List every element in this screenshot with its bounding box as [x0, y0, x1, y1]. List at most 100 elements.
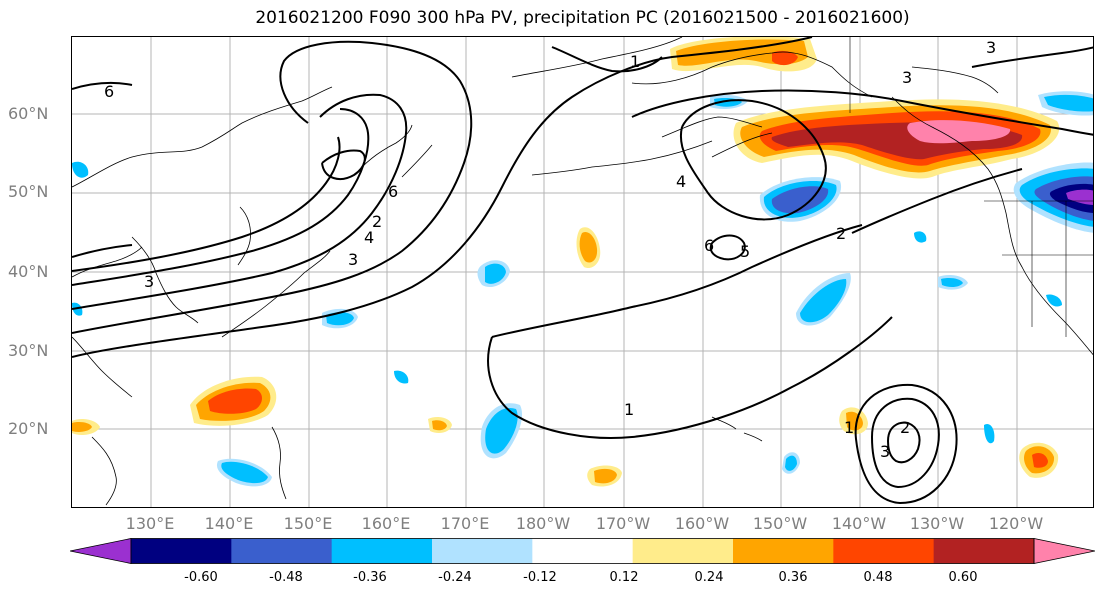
contour-label: 4 [676, 172, 686, 191]
precip-patch [914, 231, 927, 243]
contour-label: 3 [348, 250, 358, 269]
coastline-hudson [911, 66, 999, 94]
pv-contour-6 [72, 81, 746, 261]
colorbar [70, 538, 1095, 564]
coastline-korea [131, 236, 199, 324]
precip-patch [485, 263, 506, 284]
precip-patch [579, 231, 598, 263]
precip-patch [72, 422, 92, 432]
precip-patch [1046, 294, 1062, 307]
colorbar-segment [231, 538, 333, 564]
precip-patch [771, 186, 829, 214]
contour-label: 1 [630, 52, 640, 71]
pv-contour-3-inner [886, 421, 921, 464]
coastline-north-america [891, 96, 1093, 356]
precip-negative-shading [72, 91, 1093, 487]
coastline-siberia [511, 37, 683, 78]
coastline-aleutians [531, 140, 713, 176]
colorbar-tick: -0.36 [353, 570, 387, 585]
pv-contour-3-loop [870, 397, 940, 489]
precip-patch [772, 50, 798, 66]
lat-label-50n: 50°N [8, 182, 49, 201]
contour-label: 4 [364, 228, 374, 247]
colorbar-tick: 0.48 [863, 570, 893, 585]
precip-patch [72, 161, 89, 178]
pv-contour-siberia [551, 46, 1093, 73]
contour-label: 5 [740, 242, 750, 261]
colorbar-segment [933, 538, 1035, 564]
contour-labels: 6 3 3 4 2 6 1 4 6 5 1 2 2 3 1 3 3 [104, 38, 996, 461]
colorbar-tick: 0.24 [694, 570, 724, 585]
graticule [72, 37, 1093, 507]
pv-contour-2-loop [854, 383, 958, 505]
coastline-hawaii [711, 416, 763, 442]
lat-label-30n: 30°N [8, 341, 49, 360]
colorbar-segments [70, 538, 1095, 564]
precip-patch [1032, 453, 1048, 468]
coastline-alaska [631, 51, 873, 158]
colorbar-outline [130, 538, 1035, 564]
lat-label-40n: 40°N [8, 262, 49, 281]
colorbar-tick: 0.36 [778, 570, 808, 585]
pv-contour-2-east [631, 89, 1093, 234]
colorbar-tick: 0.60 [948, 570, 978, 585]
lat-label-60n: 60°N [8, 104, 49, 123]
colorbar-tick: -0.24 [438, 570, 472, 585]
lon-label-160e: 160°E [361, 514, 411, 533]
pv-contour-5 [72, 99, 827, 272]
pv-contour-2 [72, 40, 473, 334]
map-canvas: 6 3 3 4 2 6 1 4 6 5 1 2 2 3 1 3 3 [72, 37, 1093, 507]
colorbar-segment [331, 538, 433, 564]
colorbar-segment [733, 538, 834, 564]
colorbar-segment [833, 538, 935, 564]
political-borders [849, 37, 1093, 337]
colorbar-extension-max [1033, 538, 1095, 564]
precip-patch [941, 278, 963, 288]
pv-contour-1-low [487, 224, 893, 439]
lat-label-20n: 20°N [8, 419, 49, 438]
lon-label-150e: 150°E [283, 514, 333, 533]
lon-label-170e: 170°E [440, 514, 490, 533]
lon-label-140w: 140°W [831, 514, 887, 533]
contour-label: 1 [624, 400, 634, 419]
lon-label-130e: 130°E [125, 514, 175, 533]
contour-label: 1 [844, 418, 854, 437]
lon-label-130w: 130°W [909, 514, 965, 533]
coastline-philippines [271, 426, 287, 500]
coastline-china [72, 246, 143, 506]
colorbar-segment [532, 538, 634, 564]
precip-patch [394, 370, 409, 384]
colorbar-segment [131, 538, 232, 564]
contour-label: 2 [836, 224, 846, 243]
lon-label-180w: 180°W [515, 514, 571, 533]
pv-contour-3 [72, 93, 408, 310]
contour-label: 3 [986, 38, 996, 57]
contour-label: 3 [144, 272, 154, 291]
contour-label: 6 [704, 236, 714, 255]
precip-patch [907, 120, 1011, 144]
precip-patch [984, 423, 995, 444]
colorbar-tick: -0.60 [184, 570, 218, 585]
contour-label: 3 [902, 68, 912, 87]
colorbar-tick: -0.12 [523, 570, 557, 585]
map-title: 2016021200 F090 300 hPa PV, precipitatio… [255, 8, 910, 28]
coastline-kamchatka [361, 124, 433, 178]
precip-patch [221, 461, 268, 484]
coastlines [72, 37, 1093, 506]
border-us-states [1002, 201, 1093, 337]
colorbar-tick: -0.48 [269, 570, 303, 585]
lon-label-150w: 150°W [752, 514, 808, 533]
coastline-japan [221, 206, 331, 338]
lon-label-140e: 140°E [204, 514, 254, 533]
contour-label: 6 [104, 82, 114, 101]
precip-patch [594, 468, 617, 484]
map-panel: 6 3 3 4 2 6 1 4 6 5 1 2 2 3 1 3 3 [71, 36, 1094, 508]
pv-contour-4 [72, 108, 370, 286]
precip-patch [208, 388, 262, 414]
precip-positive-shading [72, 37, 1060, 487]
contour-label: 3 [880, 442, 890, 461]
colorbar-segment [432, 538, 533, 564]
precip-patch [785, 455, 797, 471]
pv-contour-1 [72, 37, 813, 358]
contour-label: 6 [388, 182, 398, 201]
